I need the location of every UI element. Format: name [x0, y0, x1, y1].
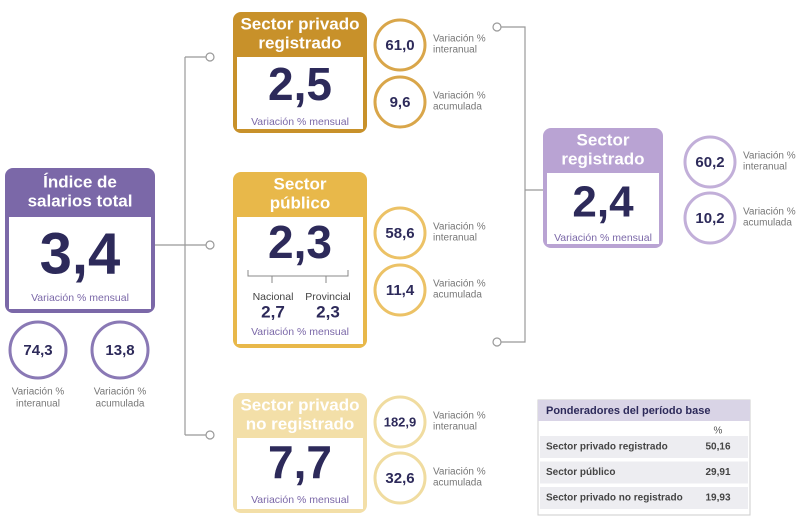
indicator-label: Variación % — [743, 151, 796, 162]
box-value: 7,7 — [268, 436, 332, 488]
indicator-label: acumulada — [743, 218, 792, 229]
indicator-circle — [373, 451, 427, 505]
indicator-circle — [683, 191, 737, 245]
table-cell: 19,93 — [705, 493, 730, 504]
indicator-label: Variación % — [433, 467, 486, 478]
table-cell: 29,91 — [705, 467, 730, 478]
breakdown-name: Nacional — [253, 291, 294, 303]
table-cell: Sector privado no registrado — [546, 493, 683, 504]
indicator-label: Variación % — [433, 222, 486, 233]
indicator-label: acumulada — [433, 102, 482, 113]
box-title: registrado — [258, 33, 341, 52]
indicator-circle — [373, 206, 427, 260]
box-value: 3,4 — [40, 221, 121, 286]
box-title: Sector privado — [240, 14, 359, 33]
indicator-label: Variación % — [433, 411, 486, 422]
connector-dots — [205, 22, 502, 440]
box-title: Sector privado — [240, 395, 359, 414]
box-title: salarios total — [28, 191, 133, 210]
indicator-label: acumulada — [433, 290, 482, 301]
box-caption: Variación % mensual — [554, 232, 652, 244]
table-unit: % — [714, 426, 723, 437]
box-inner — [547, 173, 659, 244]
indicator-label: Variación % — [433, 91, 486, 102]
indicator-value: 11,4 — [386, 282, 415, 299]
indicator-label: interanual — [433, 233, 477, 244]
indicator-circle — [90, 320, 150, 380]
indicator-circle — [373, 75, 427, 129]
indicator-label: interanual — [433, 422, 477, 433]
breakdown-value: 2,7 — [261, 302, 285, 321]
indicator-value: 58,6 — [385, 225, 414, 242]
box-value: 2,4 — [572, 178, 634, 227]
connector — [497, 26, 543, 343]
indicator-label: acumulada — [433, 478, 482, 489]
indicator-value: 32,6 — [385, 470, 414, 487]
indicator-label: Variación % — [94, 387, 147, 398]
indicator-label: Variación % — [743, 207, 796, 218]
connector — [155, 56, 210, 436]
box-value: 2,5 — [268, 58, 332, 110]
table-row — [540, 461, 748, 484]
indicator-label: Variación % — [433, 279, 486, 290]
table-cell: Sector público — [546, 467, 615, 478]
box-caption: Variación % mensual — [251, 326, 349, 338]
indicator-value: 10,2 — [695, 210, 724, 227]
table-title: Ponderadores del período base — [546, 405, 710, 417]
table-cell: Sector privado registrado — [546, 442, 668, 453]
table-row — [540, 487, 748, 509]
indicator-label: acumulada — [96, 399, 145, 410]
indicator-label: interanual — [16, 399, 60, 410]
indicator-circle — [683, 135, 737, 189]
indicator-label: Variación % — [12, 387, 65, 398]
breakdown-name: Provincial — [305, 291, 351, 303]
indicator-label: Variación % — [433, 34, 486, 45]
box-inner — [237, 217, 363, 344]
indicator-label: interanual — [433, 45, 477, 56]
indicator-value: 182,9 — [384, 414, 417, 429]
box-inner — [237, 57, 363, 129]
indicator-circle — [373, 18, 427, 72]
box-inner — [9, 217, 151, 309]
box-title: Sector — [274, 174, 327, 193]
box-caption: Variación % mensual — [31, 292, 129, 304]
table-header — [538, 400, 750, 421]
bracket — [247, 270, 349, 283]
indicator-value: 60,2 — [695, 154, 724, 171]
indicator-circle — [8, 320, 68, 380]
box-title: registrado — [561, 149, 644, 168]
box-value: 2,3 — [268, 216, 332, 268]
box-caption: Variación % mensual — [251, 116, 349, 128]
indicator-value: 74,3 — [23, 342, 52, 359]
box-title: público — [270, 193, 330, 212]
indicator-value: 9,6 — [390, 94, 411, 111]
breakdown-value: 2,3 — [316, 302, 340, 321]
table-row — [540, 436, 748, 458]
box-caption: Variación % mensual — [251, 494, 349, 506]
box-title: Sector — [577, 130, 630, 149]
indicator-value: 61,0 — [385, 37, 414, 54]
indicator-circle — [373, 395, 427, 449]
indicator-label: interanual — [743, 162, 787, 173]
box-title: no registrado — [246, 414, 355, 433]
box-title: Índice de — [43, 172, 117, 191]
table-cell: 50,16 — [705, 442, 730, 453]
indicator-value: 13,8 — [105, 342, 134, 359]
box-inner — [237, 438, 363, 509]
indicator-circle — [373, 263, 427, 317]
